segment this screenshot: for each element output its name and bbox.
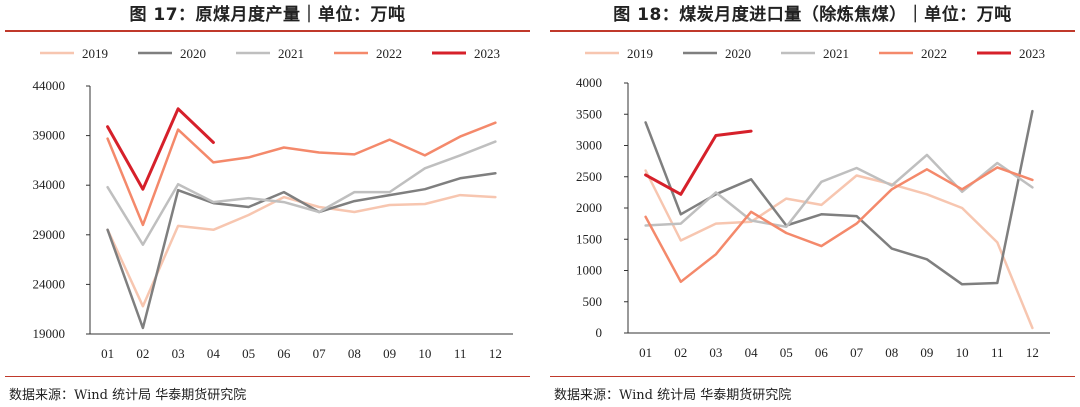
- legend-label-2020: 2020: [180, 46, 206, 61]
- x-tick-label: 08: [348, 346, 361, 361]
- legend-label-2022: 2022: [921, 46, 947, 61]
- title-divider: [550, 30, 1075, 32]
- y-tick-label: 2000: [576, 200, 602, 215]
- series-line-2020: [106, 172, 497, 330]
- source-divider: [5, 376, 530, 377]
- x-tick-label: 06: [815, 345, 829, 360]
- y-tick-label: 44000: [33, 78, 66, 93]
- x-tick-label: 09: [920, 345, 933, 360]
- x-tick-label: 05: [242, 346, 255, 361]
- x-tick-label: 04: [207, 346, 221, 361]
- y-tick-label: 19000: [33, 326, 66, 341]
- y-tick-label: 29000: [33, 227, 66, 242]
- legend-label-2021: 2021: [278, 46, 304, 61]
- x-tick-label: 11: [991, 345, 1004, 360]
- x-tick-label: 09: [383, 346, 396, 361]
- legend-label-2023: 2023: [474, 46, 500, 61]
- x-tick-label: 06: [277, 346, 291, 361]
- legend-label-2023: 2023: [1019, 46, 1045, 61]
- y-tick-label: 4000: [576, 75, 602, 90]
- x-tick-label: 02: [674, 345, 687, 360]
- x-tick-label: 03: [709, 345, 722, 360]
- line-chart: 19000 24000 29000 34000 39000 44000 01 02 03 04 05…: [33, 46, 513, 361]
- y-tick-label: 24000: [33, 276, 66, 291]
- x-tick-label: 01: [101, 346, 114, 361]
- source-divider: [550, 376, 1075, 377]
- legend-label-2019: 2019: [627, 46, 653, 61]
- y-tick-label: 3500: [576, 106, 602, 121]
- x-tick-label: 12: [489, 346, 502, 361]
- source-note: 数据来源：Wind 统计局 华泰期货研究院: [9, 388, 247, 403]
- chart-panel-coal-imports: 图 18：煤炭月度进口量（除炼焦煤）｜单位：万吨 0 500 1000 1500 200…: [550, 0, 1075, 407]
- series-line-2019: [106, 193, 497, 308]
- line-chart: 0 500 1000 1500 2000 2500 3000 3500 4000 01 02 03 04…: [576, 46, 1050, 360]
- y-tick-label: 500: [583, 294, 603, 309]
- title-divider: [5, 30, 530, 32]
- x-tick-label: 10: [956, 345, 969, 360]
- x-tick-label: 08: [885, 345, 898, 360]
- y-tick-label: 3000: [576, 138, 602, 153]
- series-line-2019: [644, 169, 1034, 330]
- y-tick-label: 1000: [576, 263, 602, 278]
- chart-title: 图 18：煤炭月度进口量（除炼焦煤）｜单位：万吨: [613, 5, 1012, 25]
- y-tick-label: 39000: [33, 128, 66, 143]
- chart-panel-coal-output: 图 17：原煤月度产量｜单位：万吨 19000 24000 29000 34000 39…: [5, 0, 530, 407]
- series-line-2020: [644, 109, 1034, 286]
- y-tick-label: 34000: [33, 177, 66, 192]
- series-line-2022: [644, 166, 1034, 284]
- x-tick-label: 11: [454, 346, 467, 361]
- series-line-2022: [106, 121, 497, 227]
- series-line-2023: [644, 129, 753, 196]
- y-tick-label: 1500: [576, 231, 602, 246]
- legend-label-2021: 2021: [823, 46, 849, 61]
- x-tick-label: 10: [418, 346, 431, 361]
- legend-label-2020: 2020: [725, 46, 751, 61]
- x-tick-label: 07: [850, 345, 864, 360]
- x-tick-label: 01: [639, 345, 652, 360]
- x-tick-label: 07: [313, 346, 327, 361]
- x-tick-label: 03: [172, 346, 185, 361]
- x-tick-label: 04: [745, 345, 759, 360]
- series-line-2023: [106, 107, 215, 191]
- source-note: 数据来源：Wind 统计局 华泰期货研究院: [554, 388, 792, 403]
- legend-label-2019: 2019: [82, 46, 108, 61]
- chart-title: 图 17：原煤月度产量｜单位：万吨: [129, 5, 406, 25]
- series-line-2021: [106, 140, 497, 246]
- y-tick-label: 0: [596, 325, 603, 340]
- y-tick-label: 2500: [576, 169, 602, 184]
- x-tick-label: 02: [136, 346, 149, 361]
- legend-label-2022: 2022: [376, 46, 402, 61]
- x-tick-label: 05: [780, 345, 793, 360]
- x-tick-label: 12: [1026, 345, 1039, 360]
